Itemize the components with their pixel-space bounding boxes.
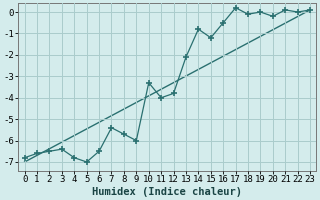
X-axis label: Humidex (Indice chaleur): Humidex (Indice chaleur) [92,186,242,197]
